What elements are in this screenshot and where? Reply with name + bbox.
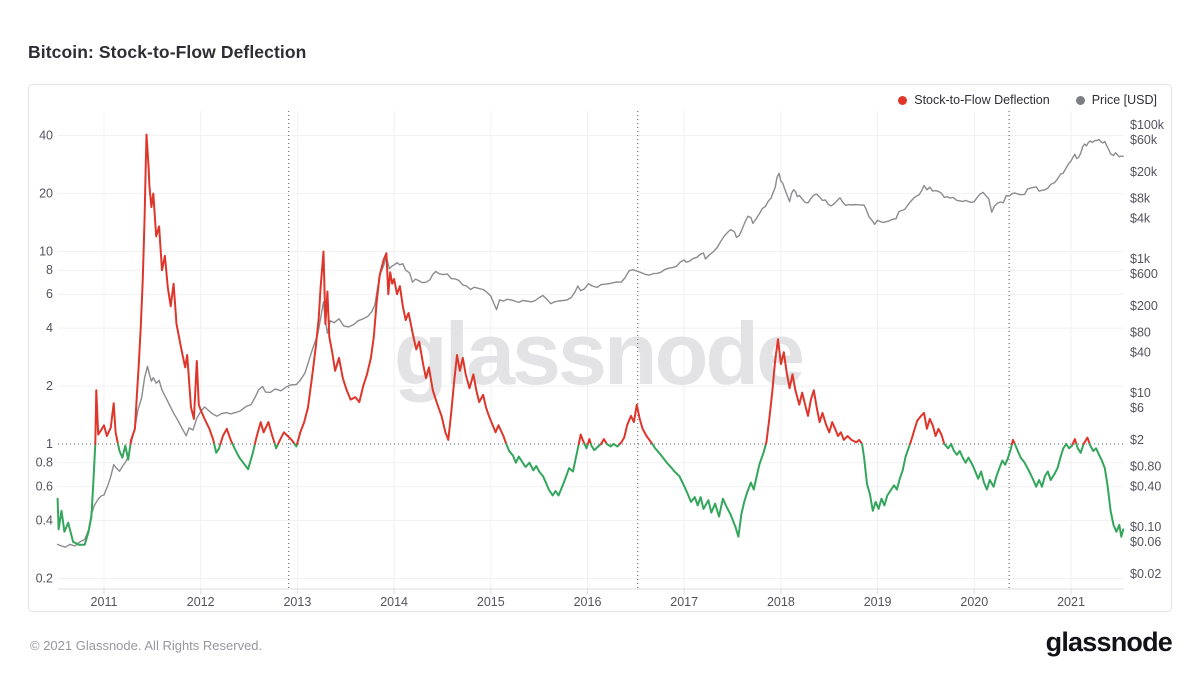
copyright-text: © 2021 Glassnode. All Rights Reserved.: [30, 638, 263, 653]
chart-card: glassnode 40 20 10 8 6 4 2 1 0.8 0.6 0.4 0.2 $100k $60…: [28, 84, 1172, 612]
svg-text:20: 20: [39, 187, 53, 201]
svg-text:$40: $40: [1130, 346, 1151, 360]
legend-dot-gray-icon: [1075, 95, 1085, 105]
svg-text:$2: $2: [1130, 433, 1144, 447]
svg-text:6: 6: [46, 287, 53, 301]
legend-label-stock-to-flow-deflection: Stock-to-Flow Deflection: [914, 93, 1050, 107]
svg-text:$0.02: $0.02: [1130, 567, 1161, 581]
svg-text:1: 1: [46, 437, 53, 451]
svg-text:2013: 2013: [283, 595, 311, 609]
svg-text:$20k: $20k: [1130, 165, 1158, 179]
legend-item-price-usd[interactable]: Price [USD]: [1075, 93, 1157, 107]
svg-text:2018: 2018: [767, 595, 795, 609]
svg-text:0.6: 0.6: [36, 480, 53, 494]
svg-text:2014: 2014: [380, 595, 408, 609]
svg-text:$600: $600: [1130, 267, 1158, 281]
glassnode-logo: glassnode: [1045, 627, 1173, 657]
legend-dot-red-icon: [898, 95, 908, 105]
svg-text:$0.40: $0.40: [1130, 480, 1161, 494]
legend-label-price-usd: Price [USD]: [1091, 93, 1157, 107]
svg-text:2019: 2019: [864, 595, 892, 609]
svg-text:$0.80: $0.80: [1130, 460, 1161, 474]
svg-text:0.8: 0.8: [36, 456, 53, 470]
svg-text:$8k: $8k: [1130, 192, 1151, 206]
svg-text:2: 2: [46, 379, 53, 393]
chart-legend: Stock-to-Flow Deflection Price [USD]: [898, 93, 1157, 107]
svg-text:2017: 2017: [670, 595, 698, 609]
svg-text:2020: 2020: [960, 595, 988, 609]
svg-text:40: 40: [39, 129, 53, 143]
svg-text:$100k: $100k: [1130, 118, 1165, 132]
svg-text:$80: $80: [1130, 326, 1151, 340]
glassnode-watermark: glassnode: [394, 304, 802, 403]
svg-text:10: 10: [39, 245, 53, 259]
svg-text:2015: 2015: [477, 595, 505, 609]
svg-text:$1k: $1k: [1130, 252, 1151, 266]
chart-plot-area[interactable]: glassnode402010864210.80.60.40.2$100k$60…: [29, 85, 1171, 611]
svg-text:0.2: 0.2: [36, 572, 53, 586]
svg-text:$200: $200: [1130, 299, 1158, 313]
svg-text:2012: 2012: [187, 595, 215, 609]
page-title: Bitcoin: Stock-to-Flow Deflection: [28, 41, 307, 62]
svg-text:$0.06: $0.06: [1130, 535, 1161, 549]
svg-text:$4k: $4k: [1130, 212, 1151, 226]
svg-text:$0.10: $0.10: [1130, 520, 1161, 534]
svg-text:4: 4: [46, 321, 53, 335]
svg-text:0.4: 0.4: [36, 514, 53, 528]
svg-text:2021: 2021: [1057, 595, 1085, 609]
svg-text:2011: 2011: [91, 595, 118, 609]
svg-text:2016: 2016: [574, 595, 602, 609]
legend-item-stock-to-flow-deflection[interactable]: Stock-to-Flow Deflection: [898, 93, 1050, 107]
svg-text:$6: $6: [1130, 401, 1144, 415]
svg-text:$10: $10: [1130, 386, 1151, 400]
svg-text:8: 8: [46, 263, 53, 277]
svg-text:$60k: $60k: [1130, 133, 1158, 147]
